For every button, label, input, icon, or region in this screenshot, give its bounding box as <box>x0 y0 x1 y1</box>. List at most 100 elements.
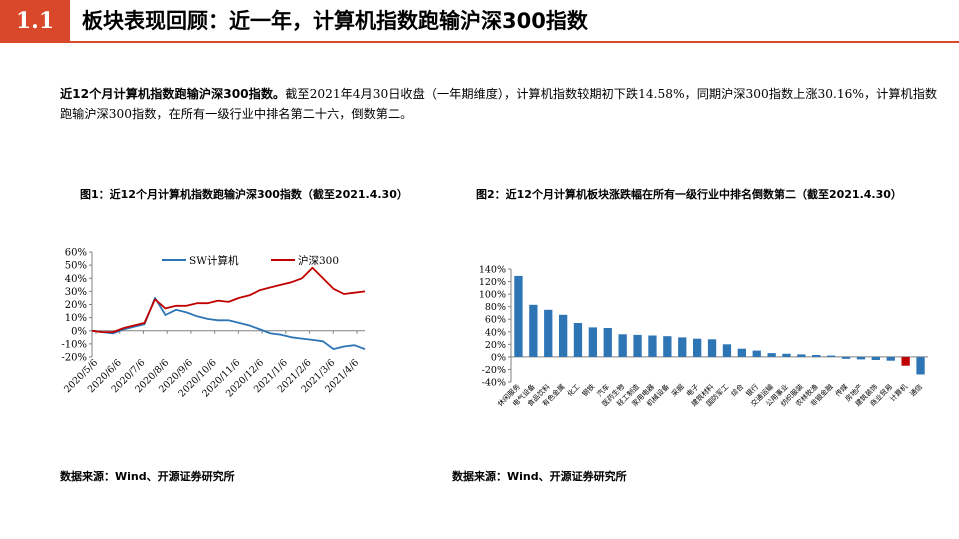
page-header: 1.1 板块表现回顾：近一年，计算机指数跑输沪深300指数 <box>0 0 959 43</box>
legend-label-1: 沪深300 <box>298 254 339 267</box>
bar <box>544 309 553 357</box>
y-tick-label: 60% <box>485 315 506 326</box>
bar <box>663 336 672 357</box>
summary-paragraph: 近12个月计算机指数跑输沪深300指数。截至2021年4月30日收盘（一年期维度… <box>60 84 940 124</box>
category-label: 房地产 <box>843 382 864 403</box>
y-tick-label: 10% <box>65 313 87 324</box>
bar <box>782 353 791 357</box>
x-tick-label: 2020/5/6 <box>62 357 100 395</box>
x-tick-label: 2021/4/6 <box>323 357 361 395</box>
category-label: 有色金属 <box>540 382 566 408</box>
y-tick-label: 140% <box>479 265 506 276</box>
bar <box>901 356 910 366</box>
x-tick-label: 2020/8/6 <box>133 357 171 395</box>
category-label: 国防军工 <box>704 382 730 408</box>
category-label: 公用事业 <box>764 382 790 408</box>
figure1-title: 图1：近12个月计算机指数跑输沪深300指数（截至2021.4.30） <box>80 188 408 201</box>
series-line-1 <box>91 266 366 334</box>
y-tick-label: 40% <box>65 274 87 285</box>
category-label: 非银金融 <box>808 382 834 408</box>
y-tick-label: -40% <box>482 378 506 389</box>
category-label: 纺织服装 <box>779 382 805 408</box>
category-label: 综合 <box>729 382 745 398</box>
summary-text: 截至2021年4月30日收盘（一年期维度），计算机指数较期初下跌14.58%，同… <box>60 87 938 121</box>
category-label: 通信 <box>908 382 924 398</box>
bar <box>856 356 866 360</box>
y-tick-label: 0% <box>71 326 87 337</box>
category-label: 休闲服务 <box>496 382 522 408</box>
legend-label-0: SW计算机 <box>189 254 239 267</box>
x-tick-label: 2021/1/6 <box>252 357 290 395</box>
bar <box>618 334 627 357</box>
section-number: 1.1 <box>0 0 70 42</box>
bar <box>827 355 836 357</box>
bar <box>752 350 761 357</box>
category-label: 传媒 <box>833 382 849 398</box>
bar <box>633 334 642 357</box>
category-label: 交通运输 <box>749 382 775 408</box>
category-label: 轻工制造 <box>615 382 641 408</box>
y-tick-label: 0% <box>491 352 506 363</box>
page-title: 板块表现回顾：近一年，计算机指数跑输沪深300指数 <box>82 9 588 33</box>
bar <box>722 344 732 357</box>
category-label: 家用电器 <box>630 382 656 408</box>
bar <box>648 335 657 357</box>
category-label: 电气设备 <box>511 382 537 408</box>
y-tick-label: 60% <box>65 248 87 259</box>
category-label: 汽车 <box>595 382 611 398</box>
bar <box>559 314 568 357</box>
x-tick-label: 2020/6/6 <box>86 357 124 395</box>
y-tick-label: 20% <box>485 340 506 351</box>
category-label: 建筑装饰 <box>853 382 879 408</box>
x-tick-label: 2020/7/6 <box>110 357 148 395</box>
category-label: 银行 <box>744 382 760 398</box>
bar <box>529 304 538 357</box>
category-label: 医药生物 <box>600 382 626 408</box>
bar <box>916 356 925 375</box>
figure2-source: 数据来源：Wind、开源证券研究所 <box>452 470 627 483</box>
category-label: 食品饮料 <box>525 382 551 408</box>
y-tick-label: 120% <box>479 277 506 288</box>
x-tick-label: 2020/12/6 <box>224 357 266 399</box>
y-tick-label: 30% <box>65 287 87 298</box>
y-tick-label: 20% <box>65 300 87 311</box>
bar <box>514 275 523 357</box>
bar <box>693 338 702 357</box>
y-tick-label: 40% <box>485 327 506 338</box>
y-tick-label: 80% <box>485 302 506 313</box>
bar <box>707 339 717 357</box>
bar <box>841 356 851 359</box>
x-tick-label: 2021/3/6 <box>299 357 337 395</box>
category-label: 电子 <box>684 382 700 398</box>
category-label: 钢铁 <box>580 382 596 398</box>
y-tick-label: 50% <box>65 261 87 272</box>
bar <box>678 337 687 357</box>
category-label: 商业贸易 <box>868 382 894 408</box>
bar <box>737 348 746 357</box>
x-tick-label: 2020/11/6 <box>200 357 242 399</box>
summary-bold: 近12个月计算机指数跑输沪深300指数。 <box>60 87 286 101</box>
figure2-title: 图2：近12个月计算机板块涨跌幅在所有一级行业中排名倒数第二（截至2021.4.… <box>476 188 902 201</box>
category-label: 机械设备 <box>645 382 671 408</box>
bar <box>812 355 821 357</box>
category-label: 建筑材料 <box>689 382 715 408</box>
y-tick-label: -20% <box>482 365 506 376</box>
y-tick-label: -20% <box>61 353 87 364</box>
x-tick-label: 2021/2/6 <box>276 357 314 395</box>
category-label: 计算机 <box>888 382 909 403</box>
bar <box>767 353 776 357</box>
bar <box>573 323 583 357</box>
y-tick-label: -10% <box>61 339 87 350</box>
bar <box>603 328 612 357</box>
category-label: 农林牧渔 <box>794 382 820 408</box>
series-line-0 <box>91 296 366 351</box>
bar <box>588 327 597 357</box>
header-divider <box>0 41 959 43</box>
x-tick-label: 2020/9/6 <box>157 357 195 395</box>
bar <box>886 356 895 361</box>
category-label: 化工 <box>565 382 581 398</box>
category-label: 采掘 <box>669 382 685 398</box>
figure1-source: 数据来源：Wind、开源证券研究所 <box>60 470 235 483</box>
